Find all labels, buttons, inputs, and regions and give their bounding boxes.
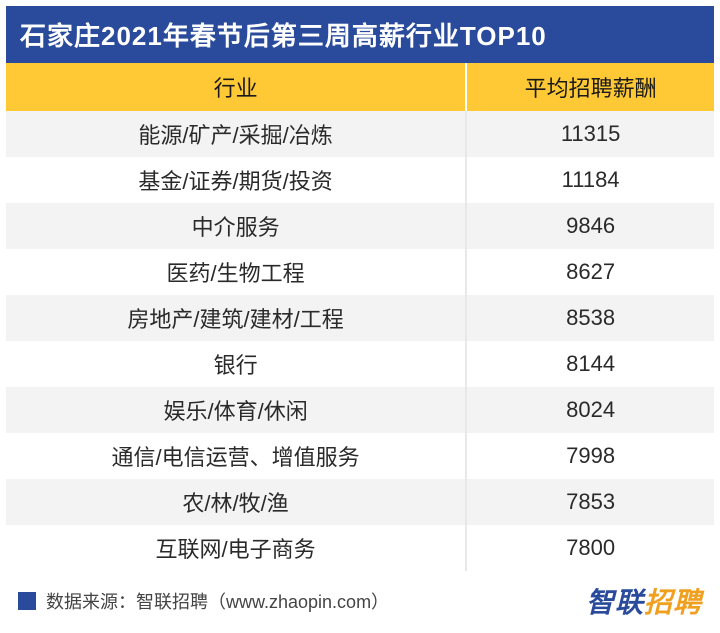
table-row: 互联网/电子商务7800: [6, 525, 714, 571]
brand-part2: 招聘: [644, 587, 702, 618]
source-square-icon: [18, 592, 36, 610]
cell-salary: 8144: [466, 341, 714, 387]
brand-logo: 智联招聘: [586, 581, 702, 621]
cell-salary: 8024: [466, 387, 714, 433]
table-header-row: 行业 平均招聘薪酬: [6, 63, 714, 111]
table-row: 基金/证券/期货/投资11184: [6, 157, 714, 203]
table-row: 农/林/牧/渔7853: [6, 479, 714, 525]
cell-salary: 7998: [466, 433, 714, 479]
cell-salary: 7800: [466, 525, 714, 571]
table-row: 银行8144: [6, 341, 714, 387]
cell-salary: 7853: [466, 479, 714, 525]
cell-industry: 农/林/牧/渔: [6, 479, 466, 525]
cell-industry: 互联网/电子商务: [6, 525, 466, 571]
cell-salary: 11315: [466, 111, 714, 157]
table-row: 房地产/建筑/建材/工程8538: [6, 295, 714, 341]
cell-salary: 11184: [466, 157, 714, 203]
table-row: 医药/生物工程8627: [6, 249, 714, 295]
cell-industry: 娱乐/体育/休闲: [6, 387, 466, 433]
cell-industry: 通信/电信运营、增值服务: [6, 433, 466, 479]
cell-salary: 8627: [466, 249, 714, 295]
col-header-salary: 平均招聘薪酬: [466, 63, 714, 111]
table-row: 中介服务9846: [6, 203, 714, 249]
table-row: 能源/矿产/采掘/冶炼11315: [6, 111, 714, 157]
cell-salary: 9846: [466, 203, 714, 249]
footer: 数据来源：智联招聘（www.zhaopin.com） 智联招聘: [6, 571, 714, 627]
cell-industry: 银行: [6, 341, 466, 387]
cell-industry: 能源/矿产/采掘/冶炼: [6, 111, 466, 157]
source-wrap: 数据来源：智联招聘（www.zhaopin.com）: [18, 588, 389, 614]
cell-salary: 8538: [466, 295, 714, 341]
brand-part1: 智联: [586, 587, 644, 618]
cell-industry: 房地产/建筑/建材/工程: [6, 295, 466, 341]
table-container: 石家庄2021年春节后第三周高薪行业TOP10 行业 平均招聘薪酬 能源/矿产/…: [0, 0, 720, 633]
page-title: 石家庄2021年春节后第三周高薪行业TOP10: [6, 6, 714, 63]
salary-table: 行业 平均招聘薪酬 能源/矿产/采掘/冶炼11315基金/证券/期货/投资111…: [6, 63, 714, 571]
cell-industry: 基金/证券/期货/投资: [6, 157, 466, 203]
table-row: 娱乐/体育/休闲8024: [6, 387, 714, 433]
col-header-industry: 行业: [6, 63, 466, 111]
cell-industry: 中介服务: [6, 203, 466, 249]
table-row: 通信/电信运营、增值服务7998: [6, 433, 714, 479]
source-text: 数据来源：智联招聘（www.zhaopin.com）: [46, 588, 389, 614]
cell-industry: 医药/生物工程: [6, 249, 466, 295]
